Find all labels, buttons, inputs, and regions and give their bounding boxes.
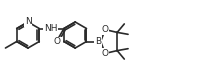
Text: O: O	[102, 49, 109, 58]
Text: O: O	[54, 37, 61, 46]
Text: NH: NH	[44, 24, 58, 33]
Text: B: B	[95, 37, 101, 46]
Text: N: N	[25, 17, 31, 26]
Text: O: O	[102, 25, 109, 34]
